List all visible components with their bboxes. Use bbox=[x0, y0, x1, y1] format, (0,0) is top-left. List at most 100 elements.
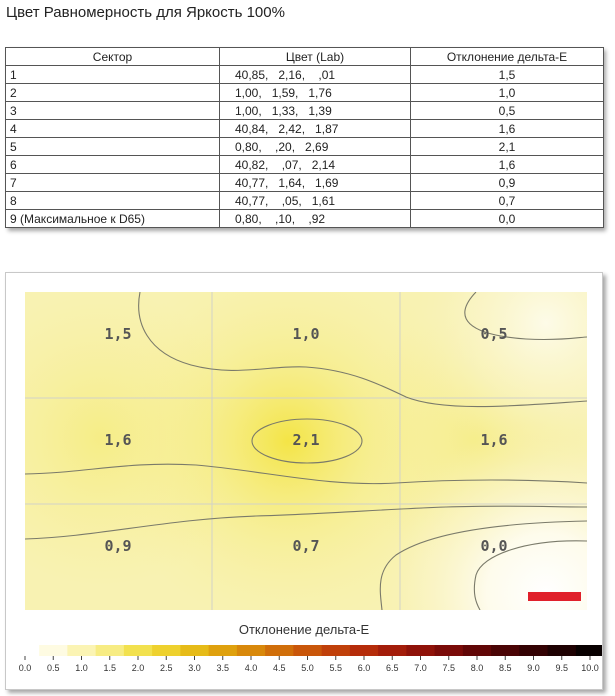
contour-lines bbox=[25, 292, 587, 610]
colorbar-swatch bbox=[236, 645, 266, 656]
cell-sector: 2 bbox=[5, 83, 220, 102]
cell-delta-e: 0,5 bbox=[410, 101, 604, 120]
colorbar-tick-label: 9.5 bbox=[555, 663, 568, 673]
uniformity-heatmap-panel: 1,5 1,0 0,5 1,6 2,1 1,6 0,9 0,7 0,0 0.0 0… bbox=[5, 272, 603, 690]
page-title: Цвет Равномерность для Яркость 100% bbox=[6, 4, 285, 21]
colorbar-swatch bbox=[10, 645, 40, 656]
sector-label: 1,0 bbox=[292, 325, 319, 343]
header-sector: Сектор bbox=[5, 47, 220, 66]
header-color-lab: Цвет (Lab) bbox=[219, 47, 411, 66]
sector-label: 0,9 bbox=[104, 537, 131, 555]
colorbar-swatch bbox=[406, 645, 436, 656]
cell-lab: 40,85, 2,16, ,01 bbox=[219, 65, 411, 84]
colorbar-tick-label: 8.5 bbox=[499, 663, 512, 673]
cell-delta-e: 1,0 bbox=[410, 83, 604, 102]
colorbar-tick-label: 8.0 bbox=[471, 663, 484, 673]
cell-delta-e: 2,1 bbox=[410, 137, 604, 156]
uniformity-table: Сектор Цвет (Lab) Отклонение дельта-E 1 … bbox=[5, 47, 604, 228]
colorbar-tick-label: 1.0 bbox=[75, 663, 88, 673]
colorbar-swatch bbox=[152, 645, 181, 656]
table-row: 4 40,84, 2,42, 1,87 1,6 bbox=[5, 119, 604, 138]
colorbar-swatch bbox=[575, 645, 602, 656]
cell-lab: 40,77, ,05, 1,61 bbox=[219, 191, 411, 210]
grid-lines bbox=[25, 292, 587, 610]
colorbar-tick-label: 3.0 bbox=[188, 663, 201, 673]
colorbar-swatch bbox=[349, 645, 379, 656]
colorbar-swatch bbox=[378, 645, 407, 656]
table-row: 2 1,00, 1,59, 1,76 1,0 bbox=[5, 83, 604, 102]
sector-label: 2,1 bbox=[292, 431, 319, 449]
sector-label: 1,6 bbox=[480, 431, 507, 449]
colorbar-tick-label: 0.0 bbox=[19, 663, 32, 673]
cell-sector: 8 bbox=[5, 191, 220, 210]
colorbar-tick-label: 7.5 bbox=[442, 663, 455, 673]
sector-label: 0,0 bbox=[480, 537, 507, 555]
table-row: 3 1,00, 1,33, 1,39 0,5 bbox=[5, 101, 604, 120]
colorbar-swatch bbox=[462, 645, 492, 656]
colorbar-tick-label: 5.0 bbox=[301, 663, 314, 673]
colorbar-tick-label: 0.5 bbox=[47, 663, 60, 673]
sector-value-labels: 1,5 1,0 0,5 1,6 2,1 1,6 0,9 0,7 0,0 bbox=[104, 325, 507, 555]
colorbar-tick-label: 4.5 bbox=[273, 663, 286, 673]
header-delta-e: Отклонение дельта-E bbox=[410, 47, 604, 66]
colorbar-tick-label: 2.0 bbox=[132, 663, 145, 673]
cell-sector: 9 (Максимальное к D65) bbox=[5, 209, 220, 228]
cell-delta-e: 0,7 bbox=[410, 191, 604, 210]
cell-sector: 4 bbox=[5, 119, 220, 138]
colorbar-swatch bbox=[265, 645, 294, 656]
colorbar-swatch bbox=[491, 645, 520, 656]
colorbar-tick-label: 5.5 bbox=[329, 663, 342, 673]
colorbar-title: Отклонение дельта-E bbox=[238, 622, 370, 637]
cell-sector: 3 bbox=[5, 101, 220, 120]
cell-sector: 5 bbox=[5, 137, 220, 156]
table-row: 5 0,80, ,20, 2,69 2,1 bbox=[5, 137, 604, 156]
cell-sector: 7 bbox=[5, 173, 220, 192]
cell-delta-e: 0,9 bbox=[410, 173, 604, 192]
colorbar-swatch bbox=[293, 645, 323, 656]
colorbar-swatch bbox=[321, 645, 351, 656]
colorbar-swatch bbox=[434, 645, 464, 656]
cell-delta-e: 1,5 bbox=[410, 65, 604, 84]
colorbar-tick-label: 3.5 bbox=[216, 663, 229, 673]
colorbar-swatch bbox=[123, 645, 153, 656]
cell-sector: 1 bbox=[5, 65, 220, 84]
colorbar-swatch bbox=[180, 645, 210, 656]
table-row: 1 40,85, 2,16, ,01 1,5 bbox=[5, 65, 604, 84]
colorbar-swatch bbox=[95, 645, 125, 656]
uniformity-table-container: Сектор Цвет (Lab) Отклонение дельта-E 1 … bbox=[5, 47, 604, 228]
table-row: 6 40,82, ,07, 2,14 1,6 bbox=[5, 155, 604, 174]
colorbar: 0.0 0.5 1.0 1.5 2.0 2.5 3.0 3.5 4.0 4.5 5.0 5.5 6.0 6… bbox=[10, 645, 602, 673]
cell-delta-e: 0,0 bbox=[410, 209, 604, 228]
cell-lab: 0,80, ,20, 2,69 bbox=[219, 137, 411, 156]
cell-delta-e: 1,6 bbox=[410, 119, 604, 138]
uniformity-heatmap: 1,5 1,0 0,5 1,6 2,1 1,6 0,9 0,7 0,0 0.0 0… bbox=[10, 292, 602, 673]
sector-label: 0,7 bbox=[292, 537, 319, 555]
table-row: 7 40,77, 1,64, 1,69 0,9 bbox=[5, 173, 604, 192]
colorbar-tick-label: 10.0 bbox=[581, 663, 599, 673]
sector-label: 1,5 bbox=[104, 325, 131, 343]
cell-lab: 1,00, 1,33, 1,39 bbox=[219, 101, 411, 120]
colorbar-tick-label: 9.0 bbox=[527, 663, 540, 673]
table-header-row: Сектор Цвет (Lab) Отклонение дельта-E bbox=[5, 47, 604, 66]
colorbar-tick-label: 1.5 bbox=[103, 663, 116, 673]
cell-lab: 1,00, 1,59, 1,76 bbox=[219, 83, 411, 102]
colorbar-swatch bbox=[547, 645, 577, 656]
cell-lab: 40,82, ,07, 2,14 bbox=[219, 155, 411, 174]
sector-label: 0,5 bbox=[480, 325, 507, 343]
table-row: 8 40,77, ,05, 1,61 0,7 bbox=[5, 191, 604, 210]
colorbar-tick-label: 6.5 bbox=[386, 663, 399, 673]
cell-delta-e: 1,6 bbox=[410, 155, 604, 174]
colorbar-tick-label: 7.0 bbox=[414, 663, 427, 673]
colorbar-swatch bbox=[39, 645, 68, 656]
cell-lab: 40,77, 1,64, 1,69 bbox=[219, 173, 411, 192]
sector-label: 1,6 bbox=[104, 431, 131, 449]
colorbar-tick-label: 6.0 bbox=[358, 663, 371, 673]
cell-lab: 0,80, ,10, ,92 bbox=[219, 209, 411, 228]
colorbar-tick-label: 2.5 bbox=[160, 663, 173, 673]
table-row: 9 (Максимальное к D65) 0,80, ,10, ,92 0,… bbox=[5, 209, 604, 228]
cell-sector: 6 bbox=[5, 155, 220, 174]
colorbar-tick-label: 4.0 bbox=[245, 663, 258, 673]
colorbar-swatch bbox=[208, 645, 238, 656]
colorbar-swatch bbox=[67, 645, 97, 656]
max-deviation-marker bbox=[528, 592, 581, 601]
